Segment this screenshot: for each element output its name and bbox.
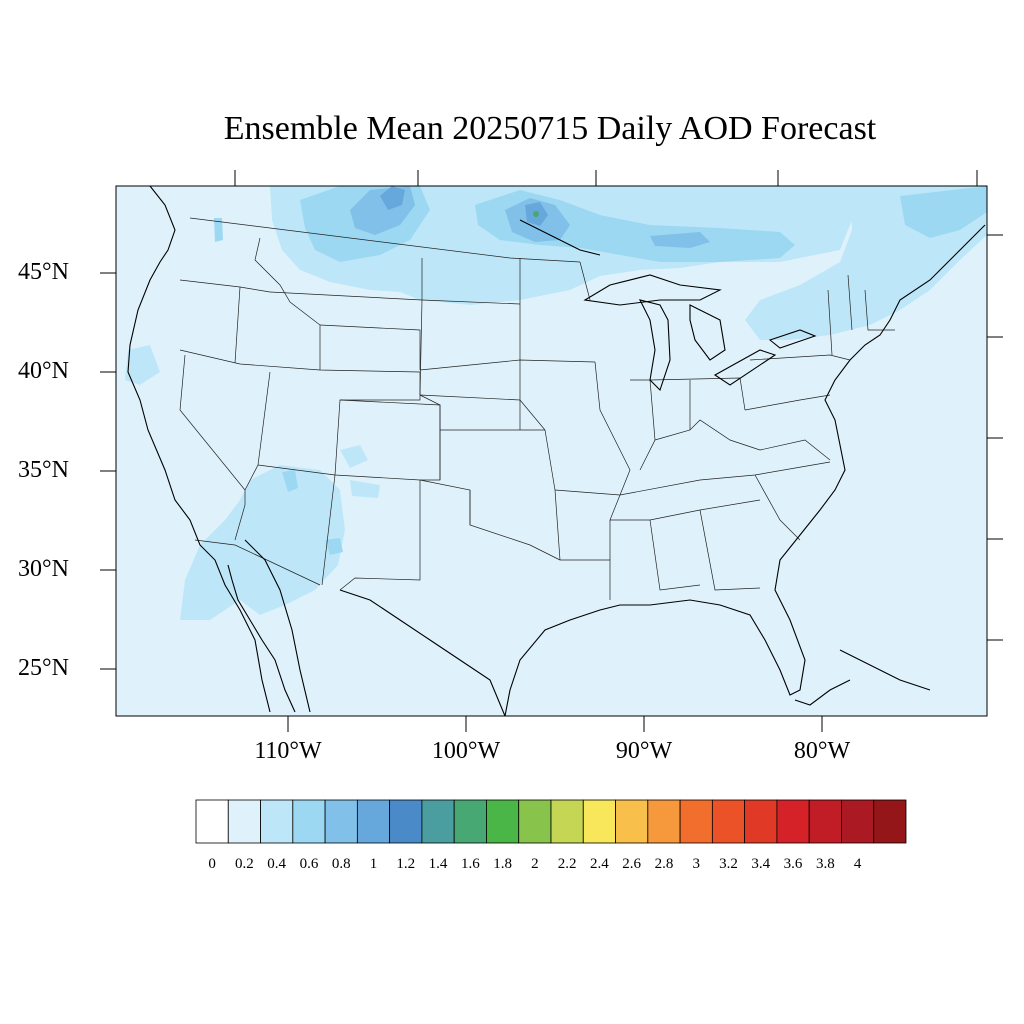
top-ticks [234,170,978,186]
great-lakes-huron [689,304,726,361]
map-frame [115,185,988,717]
great-lakes-erie [713,349,777,386]
colorbar-swatch [744,799,778,844]
lon-label: 100°W [431,738,501,764]
colorbar-swatch [389,799,423,844]
aod-region-co [340,445,368,468]
colorbar-swatch [356,799,391,844]
hudson-coast [519,219,601,256]
colorbar-swatch [647,799,681,844]
state-boundaries [179,217,895,600]
map-title: Ensemble Mean 20250715 Daily AOD Forecas… [223,110,877,147]
lat-label: 25°N [18,655,69,681]
colorbar-swatch [227,799,261,844]
colorbar-label: 1.8 [493,856,512,872]
colorbar-label: 1.6 [460,856,480,872]
colorbar-swatch [324,799,358,844]
colorbar-swatch [615,799,649,844]
aod-region-sw-strip [350,480,380,498]
bottom-ticks [287,716,823,732]
colorbar-swatch [292,799,326,844]
colorbar-swatch [873,799,907,844]
colorbar-swatch [453,799,487,844]
aod-region-ca-coast [125,345,160,385]
aod-region-hotspot [533,211,539,217]
colorbar-label: 2.2 [557,856,577,872]
aod-region-southwest [180,465,345,620]
aod-region-ontario [650,232,710,248]
colorbar [195,799,907,844]
colorbar-label: 1.4 [428,856,448,872]
colorbar-label: 3.2 [719,856,738,872]
colorbar-label: 0.2 [235,856,254,872]
lat-label: 40°N [18,358,69,384]
aod-region-wa [214,218,223,242]
aod-region-northeast-mid [900,186,987,238]
colorbar-label: 2 [531,856,539,872]
aod-region-az-core [282,470,298,492]
colorbar-label: 2.6 [622,856,642,872]
lat-label: 45°N [18,259,69,285]
caribbean-islands [839,649,931,691]
colorbar-swatch [518,799,552,844]
colorbar-label: 4 [853,856,862,872]
baja-coast [227,564,296,713]
colorbar-swatch [486,799,520,844]
lat-label: 30°N [18,556,69,582]
colorbar-label: 3.6 [783,856,803,872]
left-ticks [100,272,116,670]
mexico-interior [339,589,506,717]
colorbar-swatch [260,799,294,844]
colorbar-swatch [421,799,455,844]
great-lakes-ontario [768,329,817,349]
great-lakes-superior [583,274,722,306]
colorbar-label: 0.6 [299,856,319,872]
lon-label: 90°W [615,738,673,764]
great-lakes-michigan [638,299,671,392]
colorbar-label: 3.8 [815,856,835,872]
lat-label: 35°N [18,457,69,483]
colorbar-swatch [808,799,842,844]
lon-label: 80°W [793,738,851,764]
mexico-coast [244,539,311,713]
colorbar-swatch [550,799,584,844]
colorbar-label: 1 [369,856,378,872]
colorbar-swatch [776,799,810,844]
colorbar-swatch [582,799,616,844]
colorbar-swatch [841,799,875,844]
colorbar-label: 2.8 [654,856,674,872]
west-coast [127,185,271,713]
colorbar-label: 1.2 [396,856,416,872]
colorbar-swatch [195,799,229,844]
right-ticks [987,234,1003,641]
colorbar-label: 0.4 [267,856,287,872]
colorbar-label: 2.4 [590,856,609,872]
aod-region-nm [325,538,343,555]
gulf-coast [504,224,986,717]
colorbar-label: 0.8 [331,856,351,872]
aod-shading [125,186,987,620]
lon-label: 110°W [254,738,322,764]
colorbar-label: 3 [692,856,700,872]
colorbar-label: 3.4 [751,856,771,872]
colorbar-swatch [679,799,713,844]
aod-region-core2 [380,186,405,210]
coastlines [127,185,986,717]
florida-keys [794,679,851,706]
colorbar-swatch [711,799,746,844]
colorbar-label: 0 [208,856,216,872]
